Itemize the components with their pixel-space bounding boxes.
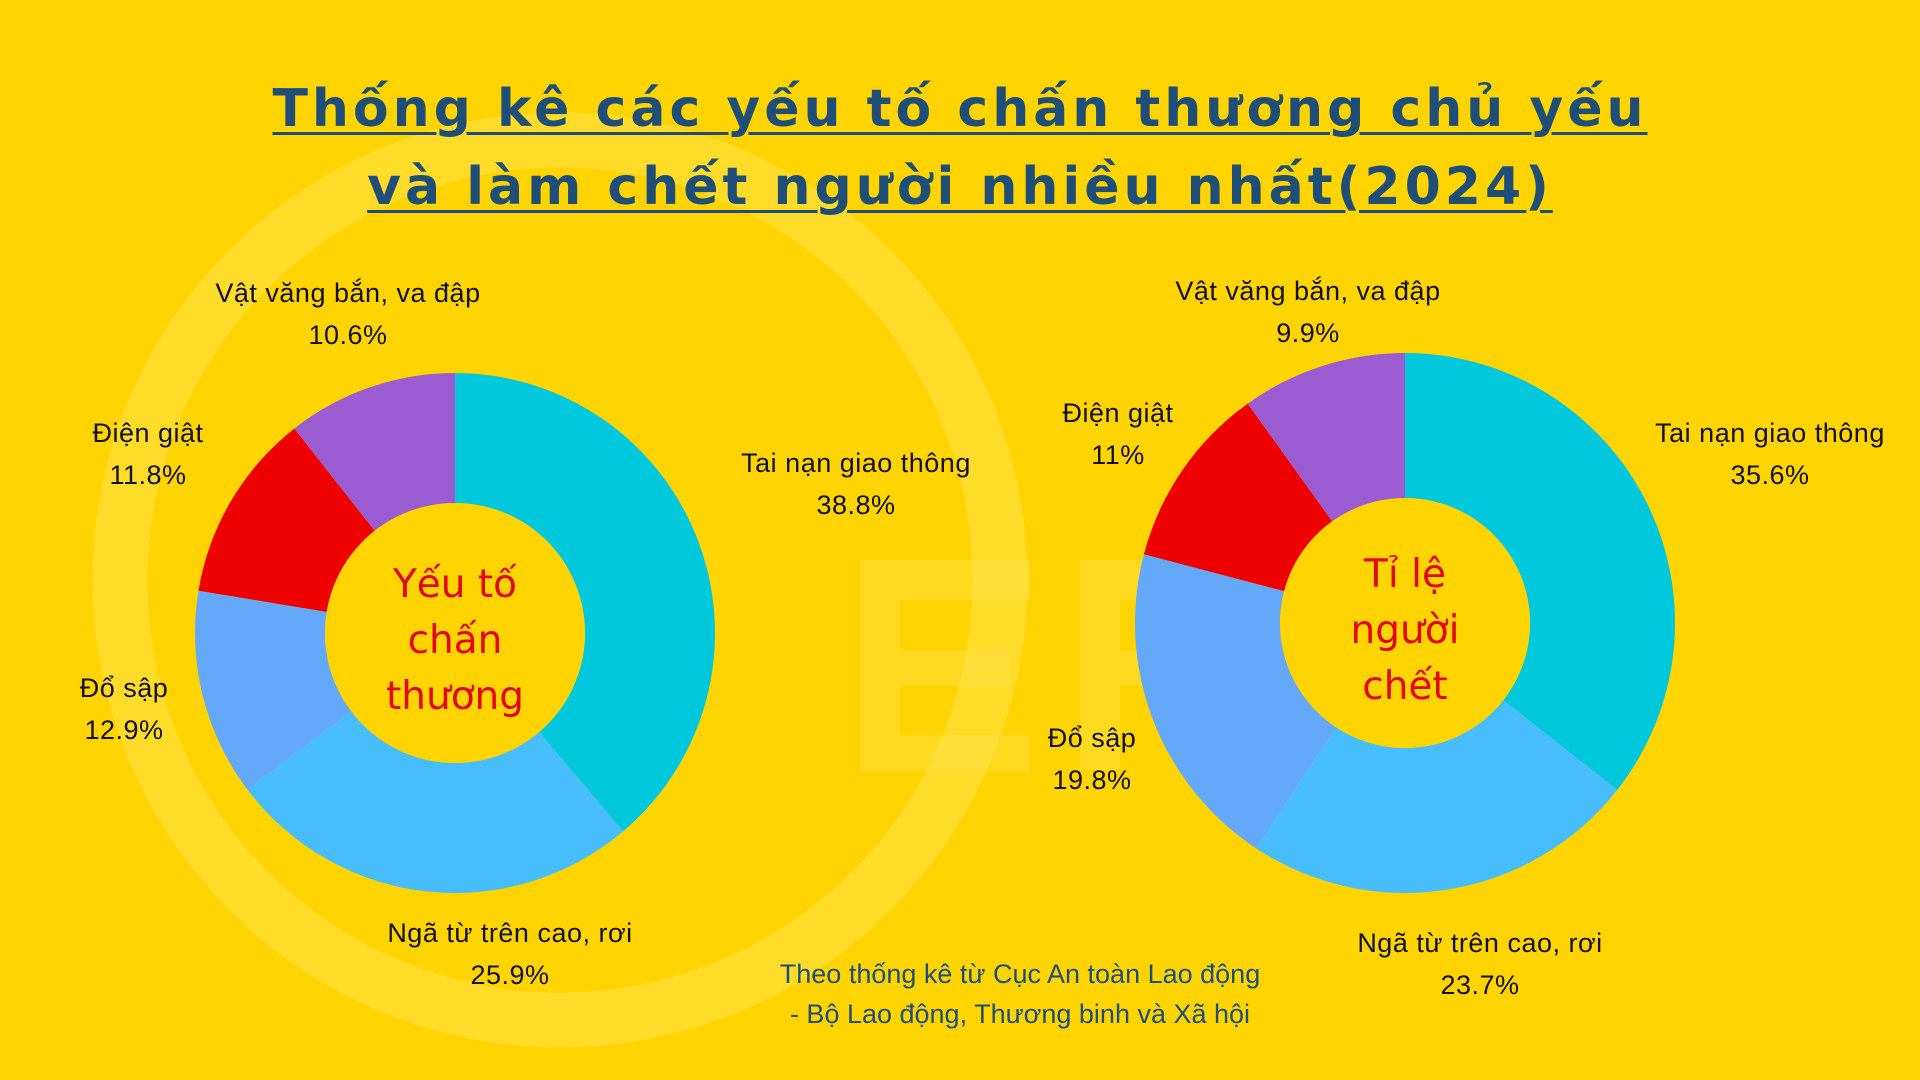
slice-value-collapse: 19.8% bbox=[1052, 765, 1131, 795]
slice-value-collapse: 12.9% bbox=[84, 715, 163, 745]
slice-label-electrocution: Điện giật bbox=[92, 418, 203, 448]
injury-factors-donut: Yếu tố chấn thương Tai nạn giao thông 38.8% N… bbox=[80, 277, 971, 990]
center-label-line: chết bbox=[1362, 664, 1447, 709]
slice-value-traffic-accident: 38.8% bbox=[816, 490, 895, 520]
slice-value-electrocution: 11% bbox=[1091, 440, 1145, 470]
center-label-line: người bbox=[1351, 608, 1460, 653]
slice-traffic-accident bbox=[455, 373, 716, 832]
slice-traffic-accident bbox=[1405, 353, 1675, 790]
center-label-line: Tỉ lệ bbox=[1363, 552, 1446, 597]
slice-collapse bbox=[194, 590, 352, 790]
slice-label-collapse: Đổ sập bbox=[1048, 723, 1137, 753]
slice-label-flying-object: Vật văng bắn, va đập bbox=[1175, 275, 1440, 306]
slice-value-electrocution: 11.8% bbox=[109, 460, 186, 490]
center-label-line: thương bbox=[386, 674, 524, 719]
donut-hole bbox=[1280, 498, 1530, 748]
title-line-1: Thống kê các yếu tố chấn thương chủ yếu bbox=[272, 79, 1648, 139]
slice-value-fall-from-height: 25.9% bbox=[470, 960, 549, 990]
slice-label-flying-object: Vật văng bắn, va đập bbox=[215, 277, 480, 308]
slice-label-traffic-accident: Tai nạn giao thông bbox=[741, 448, 971, 478]
slice-flying-object bbox=[1247, 353, 1405, 522]
slice-electrocution bbox=[1143, 403, 1333, 592]
slice-fall-from-height bbox=[1256, 700, 1618, 893]
slice-fall-from-height bbox=[247, 711, 624, 894]
center-label-line: Yếu tố bbox=[392, 562, 517, 607]
slice-collapse bbox=[1135, 554, 1337, 849]
title-line-2: và làm chết người nhiều nhất(2024) bbox=[367, 157, 1553, 217]
donut-hole bbox=[325, 503, 585, 763]
slice-value-flying-object: 9.9% bbox=[1276, 318, 1340, 348]
slice-label-fall-from-height: Ngã từ trên cao, rơi bbox=[387, 918, 632, 948]
slice-electrocution bbox=[198, 428, 375, 612]
center-label-line: chấn bbox=[408, 618, 503, 663]
slice-value-traffic-accident: 35.6% bbox=[1730, 460, 1809, 490]
slice-label-traffic-accident: Tai nạn giao thông bbox=[1655, 418, 1885, 448]
slice-value-flying-object: 10.6% bbox=[308, 320, 387, 350]
slice-flying-object bbox=[294, 373, 455, 531]
fatality-rate-donut: Tỉ lệ người chết Tai nạn giao thông 35.6% Ngã… bbox=[1048, 275, 1885, 1000]
source-note: Theo thống kê từ Cục An toàn Lao động - … bbox=[620, 954, 1420, 1034]
slice-label-collapse: Đổ sập bbox=[80, 673, 169, 703]
slice-label-electrocution: Điện giật bbox=[1062, 398, 1173, 428]
source-line-2: - Bộ Lao động, Thương binh và Xã hội bbox=[789, 999, 1251, 1029]
page-title: Thống kê các yếu tố chấn thương chủ yếu … bbox=[0, 70, 1920, 226]
source-line-1: Theo thống kê từ Cục An toàn Lao động bbox=[779, 959, 1261, 989]
slice-label-fall-from-height: Ngã từ trên cao, rơi bbox=[1357, 928, 1602, 958]
slice-value-fall-from-height: 23.7% bbox=[1440, 970, 1519, 1000]
